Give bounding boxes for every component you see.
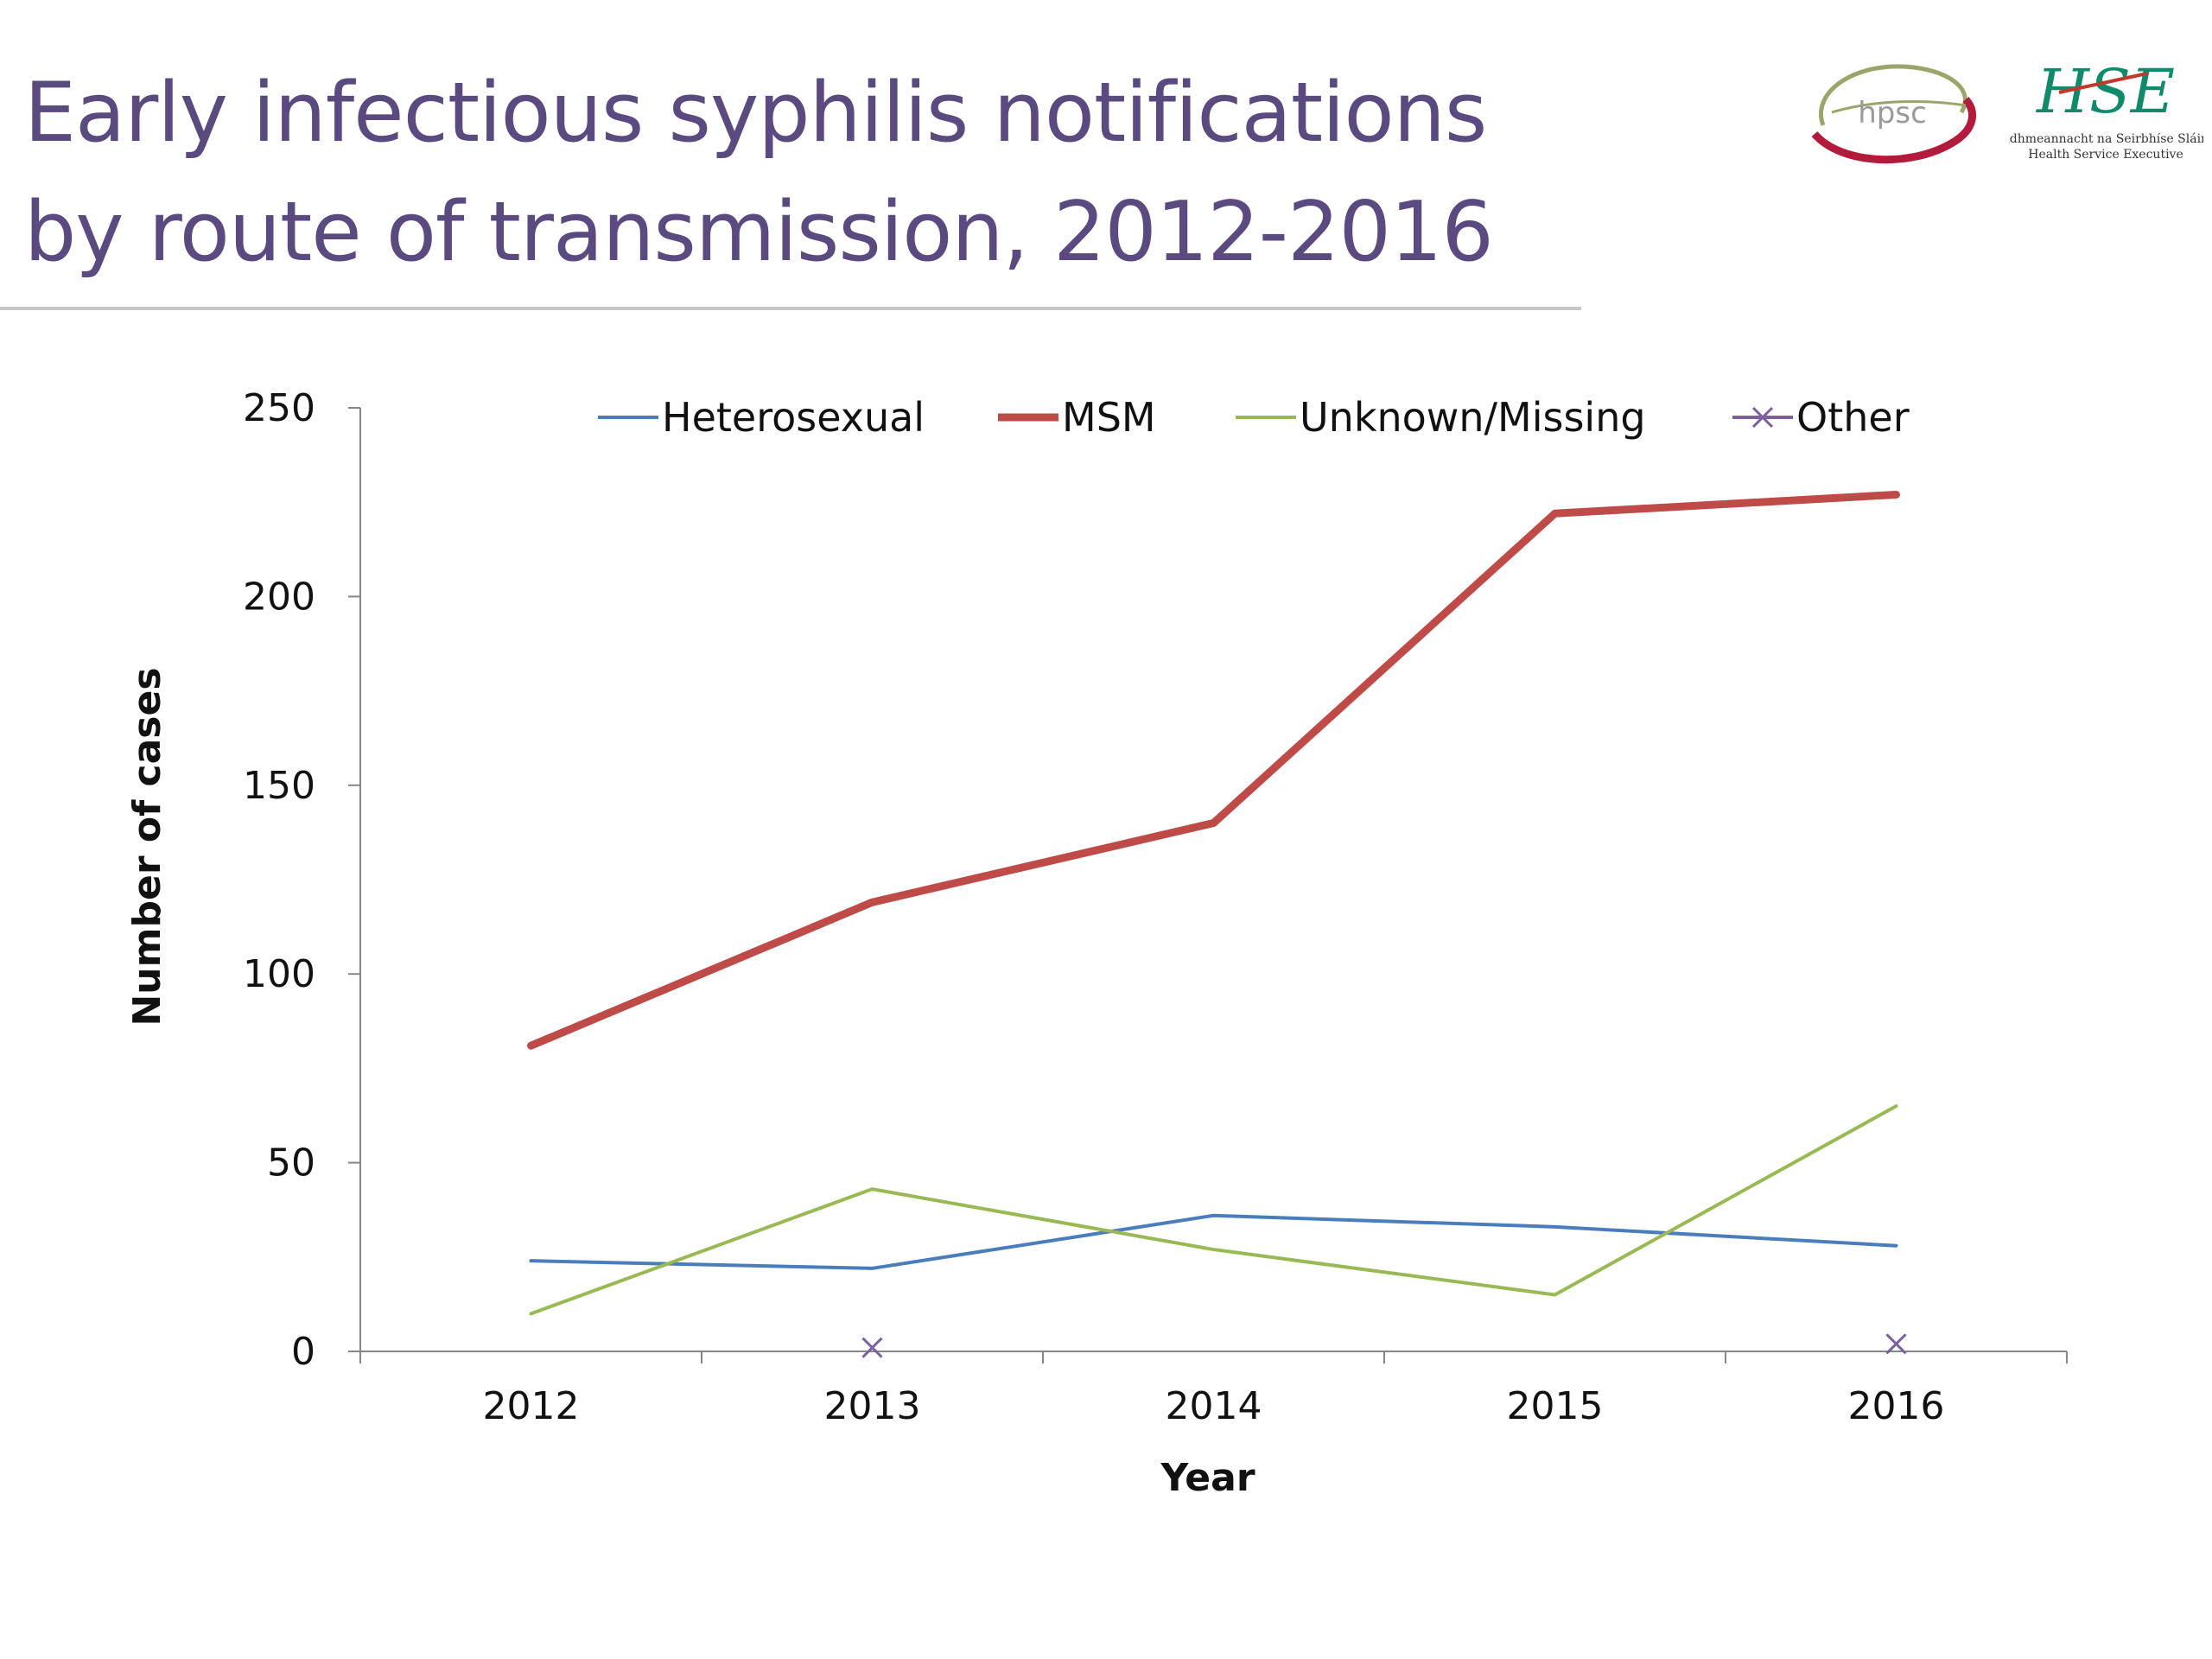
x-tick-label: 2015 <box>1507 1384 1604 1428</box>
y-tick-label: 250 <box>243 386 315 430</box>
series-unknown-missing-line <box>529 1104 1898 1316</box>
series-msm-line <box>527 490 1900 1050</box>
hpsc-logo-text: hpsc <box>1858 96 1927 130</box>
x-tick-label: 2013 <box>824 1384 921 1428</box>
chart-series <box>527 490 1907 1358</box>
legend-label-msm: MSM <box>1062 394 1156 441</box>
title-divider <box>0 307 1581 310</box>
x-axis-title: Year <box>1160 1456 1255 1500</box>
y-axis-title: Number of cases <box>125 667 169 1026</box>
series-heterosexual-line <box>529 1213 1898 1270</box>
chart-legend: Heterosexual MSM Unknown/Missing Other <box>598 394 1910 441</box>
hpsc-logo: hpsc <box>1811 64 1976 164</box>
y-tick-label: 0 <box>291 1330 315 1374</box>
y-tick-label: 200 <box>243 575 315 619</box>
legend-label-other: Other <box>1796 394 1910 441</box>
x-tick-label: 2012 <box>483 1384 580 1428</box>
legend-label-heterosexual: Heterosexual <box>662 394 925 441</box>
hse-logo-mark: HSE <box>2035 56 2175 127</box>
y-tick-label: 150 <box>243 764 315 808</box>
slide-title: Early infectious syphilis notifications … <box>24 66 1494 280</box>
y-tick-label: 100 <box>243 952 315 996</box>
hse-logo-irish: Feidhmeannacht na Seirbhíse Sláinte <box>2009 132 2203 146</box>
hse-logo: HSE Feidhmeannacht na Seirbhíse Sláinte … <box>2009 56 2203 162</box>
series-other-marker <box>861 1337 883 1358</box>
legend-label-unknown-missing: Unknown/Missing <box>1300 394 1646 441</box>
x-tick-label: 2016 <box>1848 1384 1945 1428</box>
x-tick-label: 2014 <box>1166 1384 1262 1428</box>
legend-marker-other <box>1751 406 1774 429</box>
series-other-marker <box>1885 1333 1907 1355</box>
hse-logo-english: Health Service Executive <box>2028 148 2183 162</box>
chart-axes: 0 50 100 150 200 250 2012 2013 2014 2015 2016 <box>243 386 2068 1428</box>
y-tick-label: 50 <box>267 1141 315 1185</box>
